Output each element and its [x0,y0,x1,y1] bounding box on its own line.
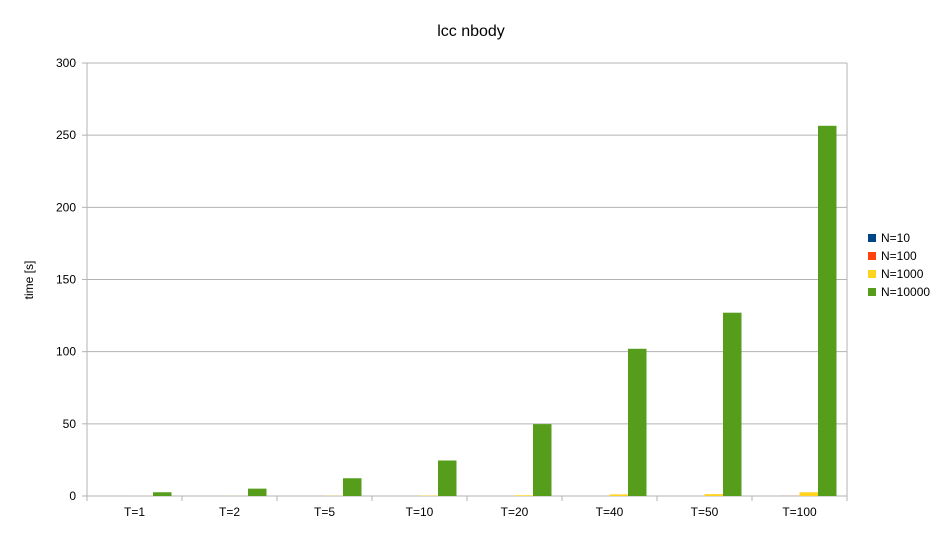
legend-swatch [868,234,876,242]
legend-swatch [868,288,876,296]
legend: N=10 N=100 N=1000 N=10000 [868,231,930,299]
legend-label: N=100 [881,249,917,263]
bar-n-10000-t-40 [628,349,647,496]
y-tick-label: 200 [56,200,76,214]
x-tick-label: T=10 [406,505,434,519]
y-tick-labels: 0 50 100 150 200 250 300 [56,56,76,503]
bar-n-10000-t-50 [723,313,742,496]
bar-n-10000-t-20 [533,424,552,496]
y-tick-label: 300 [56,56,76,70]
bar-n-1000-t-40 [610,494,629,496]
bar-n-10000-t-5 [343,478,362,496]
y-tick-label: 100 [56,345,76,359]
y-tick-label: 150 [56,273,76,287]
bar-n-1000-t-20 [515,495,534,496]
bars [135,126,837,496]
x-tick-labels: T=1 T=2 T=5 T=10 T=20 T=40 T=50 T=100 [124,505,817,519]
legend-label: N=10000 [881,285,930,299]
legend-swatch [868,270,876,278]
x-tick-label: T=2 [219,505,240,519]
x-tick-label: T=100 [782,505,817,519]
chart-title: lcc nbody [437,23,505,40]
x-tick-label: T=20 [501,505,529,519]
bar-n-10000-t-2 [248,489,267,496]
x-tick-label: T=1 [124,505,145,519]
bar-n-10000-t-100 [818,126,837,496]
bar-n-1000-t-100 [800,492,819,496]
y-tick-label: 250 [56,128,76,142]
x-tick-label: T=5 [314,505,335,519]
y-axis-label: time [s] [22,261,36,300]
bar-n-10000-t-10 [438,460,457,496]
bar-n-10000-t-1 [153,492,172,496]
x-tick-label: T=50 [691,505,719,519]
y-tick-label: 50 [63,417,77,431]
legend-swatch [868,252,876,260]
legend-label: N=10 [881,231,910,245]
x-tick-label: T=40 [596,505,624,519]
bar-n-1000-t-50 [705,494,724,496]
y-tick-label: 0 [69,489,76,503]
legend-label: N=1000 [881,267,924,281]
